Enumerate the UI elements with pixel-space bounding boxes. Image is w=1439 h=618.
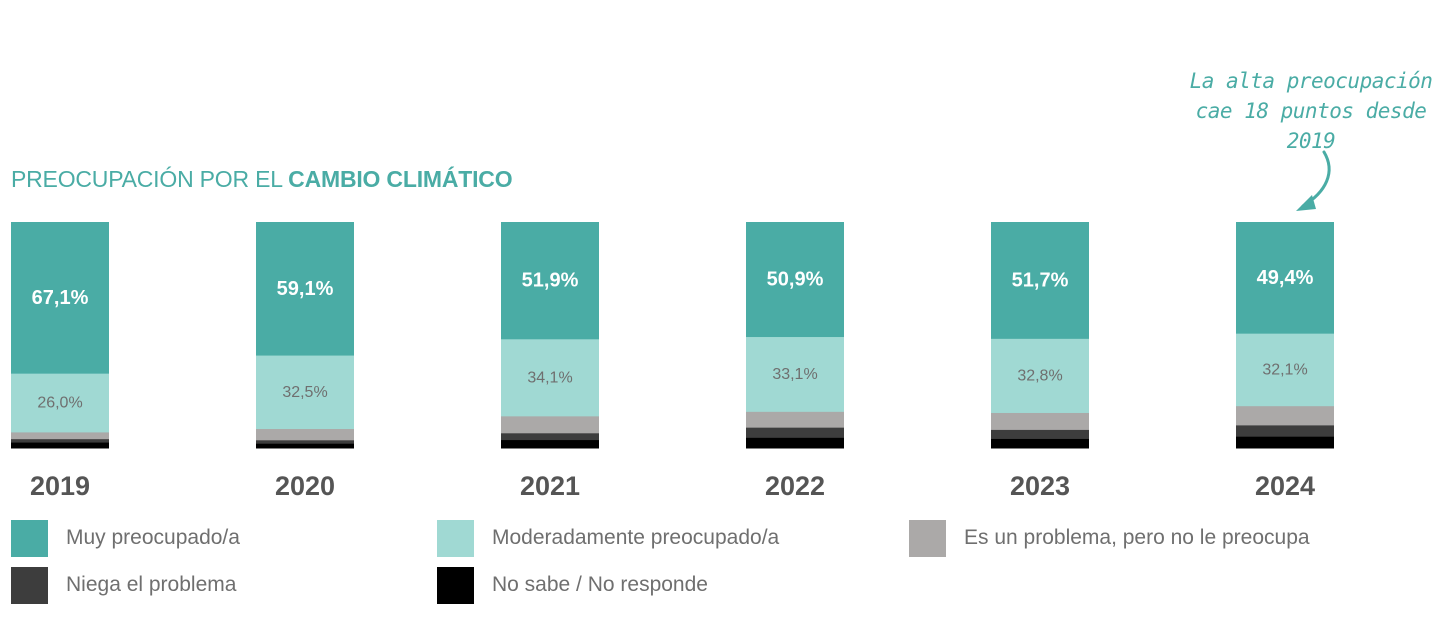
bar-segment bbox=[256, 440, 354, 445]
category-label: 2020 bbox=[275, 471, 335, 501]
bar-segment bbox=[746, 411, 844, 429]
annotation-arrow bbox=[1301, 150, 1331, 208]
legend-item: Muy preocupado/a bbox=[11, 519, 240, 557]
bar-segment bbox=[1236, 436, 1334, 449]
data-label: 33,1% bbox=[772, 366, 817, 383]
legend-item: Niega el problema bbox=[11, 566, 236, 604]
bar-segment bbox=[1236, 222, 1334, 335]
legend-swatch bbox=[11, 519, 48, 557]
bar-segment bbox=[256, 355, 354, 430]
bar-segment bbox=[501, 339, 599, 417]
category-label: 2024 bbox=[1255, 471, 1315, 501]
legend-item: Moderadamente preocupado/a bbox=[437, 519, 779, 557]
annotation: La alta preocupación cae 18 puntos desde… bbox=[1180, 66, 1439, 156]
bar-segment bbox=[11, 442, 109, 449]
bar-segment bbox=[501, 433, 599, 441]
data-label: 32,5% bbox=[282, 384, 327, 401]
legend-swatch bbox=[11, 566, 48, 604]
category-label: 2022 bbox=[765, 471, 825, 501]
bar-segment bbox=[501, 222, 599, 340]
category-label: 2019 bbox=[30, 471, 90, 501]
data-label: 51,9% bbox=[522, 270, 579, 292]
data-label: 26,0% bbox=[37, 395, 82, 412]
legend-item: Es un problema, pero no le preocupa bbox=[909, 519, 1310, 557]
legend-label: Muy preocupado/a bbox=[66, 526, 240, 549]
bar-segment bbox=[746, 222, 844, 338]
data-label: 50,9% bbox=[767, 269, 824, 291]
bar-segment bbox=[991, 412, 1089, 431]
annotation-line: 2019 bbox=[1286, 129, 1336, 153]
chart-title-bold: CAMBIO CLIMÁTICO bbox=[288, 166, 513, 192]
chart-title: PREOCUPACIÓN POR EL CAMBIO CLIMÁTICO bbox=[11, 166, 513, 193]
data-label: 34,1% bbox=[527, 369, 572, 386]
data-label: 59,1% bbox=[277, 278, 334, 300]
annotation-line: La alta preocupación bbox=[1189, 69, 1433, 93]
bar-segment bbox=[991, 429, 1089, 440]
bar-segment bbox=[1236, 425, 1334, 438]
legend-swatch bbox=[437, 566, 474, 604]
legend-label: Es un problema, pero no le preocupa bbox=[964, 526, 1310, 549]
bar-segment bbox=[501, 440, 599, 449]
bar-segment bbox=[256, 443, 354, 449]
category-label: 2023 bbox=[1010, 471, 1070, 501]
legend-label: Niega el problema bbox=[66, 573, 237, 596]
bar-segment bbox=[746, 427, 844, 439]
bar-segment bbox=[11, 222, 109, 375]
legend-label: No sabe / No responde bbox=[492, 573, 708, 596]
annotation-line: cae 18 puntos desde bbox=[1195, 99, 1427, 123]
chart-title-normal: PREOCUPACIÓN POR EL bbox=[11, 166, 289, 192]
data-label: 32,1% bbox=[1262, 361, 1307, 378]
legend-label: Moderadamente preocupado/a bbox=[492, 526, 780, 549]
legend-swatch bbox=[437, 519, 474, 557]
bar-segment bbox=[11, 373, 109, 433]
bar-segment bbox=[256, 222, 354, 357]
bar-segment bbox=[991, 222, 1089, 340]
annotation-arrowhead bbox=[1296, 195, 1316, 211]
data-label: 32,8% bbox=[1017, 367, 1062, 384]
category-label: 2021 bbox=[520, 471, 580, 501]
bar-segment bbox=[991, 438, 1089, 449]
data-label: 49,4% bbox=[1257, 267, 1314, 289]
data-label: 67,1% bbox=[32, 287, 89, 309]
bar-segment bbox=[11, 432, 109, 440]
legend-item: No sabe / No responde bbox=[437, 566, 708, 604]
bar-segment bbox=[11, 439, 109, 444]
legend-swatch bbox=[909, 519, 946, 557]
bar-segment bbox=[991, 338, 1089, 414]
bar-segment bbox=[256, 429, 354, 441]
bar-segment bbox=[746, 437, 844, 449]
data-label: 51,7% bbox=[1012, 269, 1069, 291]
bar-segment bbox=[1236, 406, 1334, 426]
bar-segment bbox=[501, 416, 599, 434]
bar-segment bbox=[1236, 333, 1334, 407]
bar-segment bbox=[746, 337, 844, 413]
